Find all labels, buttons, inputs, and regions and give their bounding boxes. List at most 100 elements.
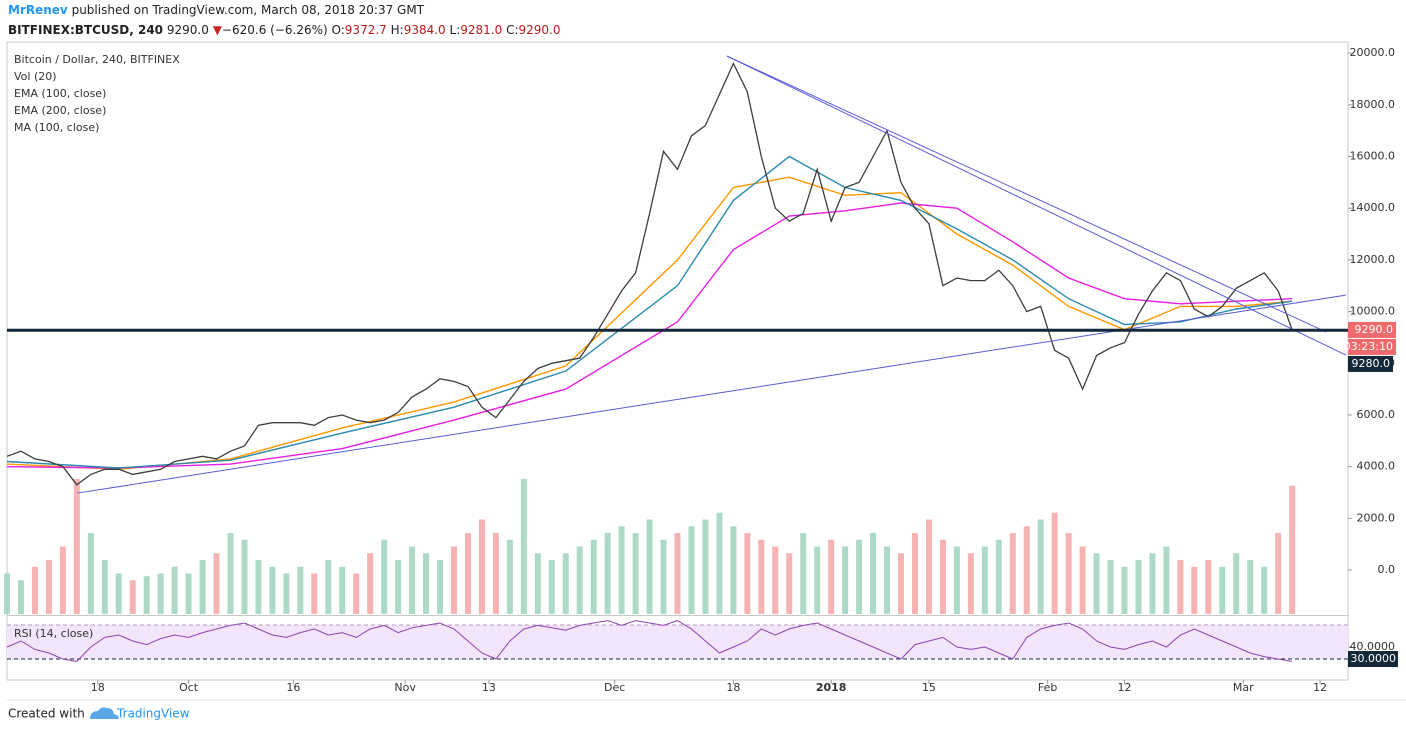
volume-bar: [381, 539, 388, 614]
volume-bar: [562, 553, 569, 614]
level-label: 9280.0: [1352, 357, 1391, 370]
rsi-band: [7, 625, 1348, 659]
volume-bar: [339, 566, 346, 614]
series-line: [6, 61, 1293, 486]
countdown-box: [1348, 338, 1396, 355]
volume-bar: [1107, 560, 1114, 614]
y-tick-label: 4000.0: [1357, 460, 1396, 473]
h-value: 9384.0: [404, 23, 446, 37]
volume-bar: [143, 576, 150, 614]
published: published on TradingView.com, March 08, …: [72, 3, 425, 17]
volume-bar: [353, 573, 360, 614]
x-tick-label: 12: [1313, 681, 1327, 694]
volume-bar: [283, 573, 290, 614]
volume-bar: [1233, 553, 1240, 614]
volume-bar: [241, 539, 248, 614]
volume-bar: [898, 553, 904, 614]
symbol: BITFINEX:BTCUSD, 240: [8, 23, 163, 37]
rsi-title: RSI (14, close): [14, 627, 93, 640]
header-line-1: MrRenev published on TradingView.com, Ma…: [8, 3, 425, 17]
volume-bar: [548, 560, 555, 614]
volume-bar: [688, 526, 695, 614]
x-tick-label: 12: [1118, 681, 1132, 694]
c-value: 9290.0: [519, 23, 561, 37]
volume-bar: [674, 533, 681, 614]
volume-bar: [4, 573, 10, 614]
volume-bar: [534, 553, 541, 614]
y-tick-label: 12000.0: [1350, 253, 1396, 266]
series-line: [6, 176, 1293, 471]
volume-bar: [213, 553, 220, 614]
volume-bar: [939, 539, 946, 614]
volume-bar: [1135, 560, 1142, 614]
o-label: O:: [332, 23, 345, 37]
h-label: H:: [391, 23, 404, 37]
change: −620.6 (−6.26%): [222, 23, 328, 37]
volume-bar: [73, 479, 80, 614]
x-tick-label: Mar: [1233, 681, 1254, 694]
volume-bar: [423, 553, 430, 614]
volume-bar: [45, 560, 52, 614]
volume-bar: [297, 566, 304, 614]
y-tick-label: 16000.0: [1350, 150, 1396, 163]
volume-bar: [185, 573, 192, 614]
volume-bar: [632, 533, 639, 614]
volume-bar: [1009, 533, 1016, 614]
volume-bar: [1065, 533, 1072, 614]
volume-bar: [451, 546, 457, 614]
volume-bar: [1247, 560, 1254, 614]
x-tick-label: 13: [482, 681, 496, 694]
volume-bar: [884, 546, 891, 614]
volume-bar: [199, 560, 206, 614]
y-tick-label: 14000.0: [1350, 201, 1396, 214]
volume-bar: [59, 546, 66, 614]
level-box: [1348, 355, 1393, 372]
volume-bar: [604, 533, 611, 614]
x-tick-label: 2018: [816, 681, 847, 694]
x-tick-label: 15: [922, 681, 936, 694]
y-tick-label: 2000.0: [1357, 511, 1396, 524]
legend-entry: Bitcoin / Dollar, 240, BITFINEX: [14, 53, 180, 66]
volume-bar: [87, 533, 94, 614]
volume-bar: [506, 539, 513, 614]
volume-bar: [520, 479, 527, 614]
countdown: 03:23:10: [1344, 340, 1393, 353]
volume-bar: [1191, 566, 1198, 614]
volume-bar: [1149, 553, 1156, 614]
volume-bar: [981, 546, 988, 614]
volume-bar: [269, 566, 276, 614]
last-price-label: 9290.0: [1355, 323, 1394, 336]
created-with: Created with: [8, 707, 85, 721]
x-tick-label: 16: [286, 681, 300, 694]
volume-bar: [492, 533, 499, 614]
legend-entry: MA (100, close): [14, 121, 99, 134]
volume-bar: [856, 539, 863, 614]
volume-bar: [758, 539, 765, 614]
legend-entry: EMA (100, close): [14, 87, 106, 100]
volume-bar: [255, 560, 262, 614]
volume-bar: [911, 533, 918, 614]
volume-bar: [576, 546, 583, 614]
volume-bar: [800, 533, 807, 614]
trendline: [726, 55, 1347, 356]
volume-bar: [590, 539, 597, 614]
volume-bar: [1205, 560, 1212, 614]
brand[interactable]: TradingView: [116, 707, 190, 721]
volume-bar: [925, 519, 932, 614]
volume-bar: [786, 553, 793, 614]
l-value: 9281.0: [460, 23, 502, 37]
rsi-y-tick-label: 40.0000: [1350, 640, 1396, 653]
x-tick-label: Nov: [394, 681, 416, 694]
volume-bar: [1289, 485, 1296, 614]
volume-bar: [716, 512, 723, 614]
c-label: C:: [506, 23, 518, 37]
author: MrRenev: [8, 3, 68, 17]
volume-bar: [311, 573, 318, 614]
volume-bar: [730, 526, 737, 614]
volume-bar: [115, 573, 122, 614]
volume-bar: [129, 580, 136, 614]
volume-bar: [842, 546, 849, 614]
o-value: 9372.7: [345, 23, 387, 37]
